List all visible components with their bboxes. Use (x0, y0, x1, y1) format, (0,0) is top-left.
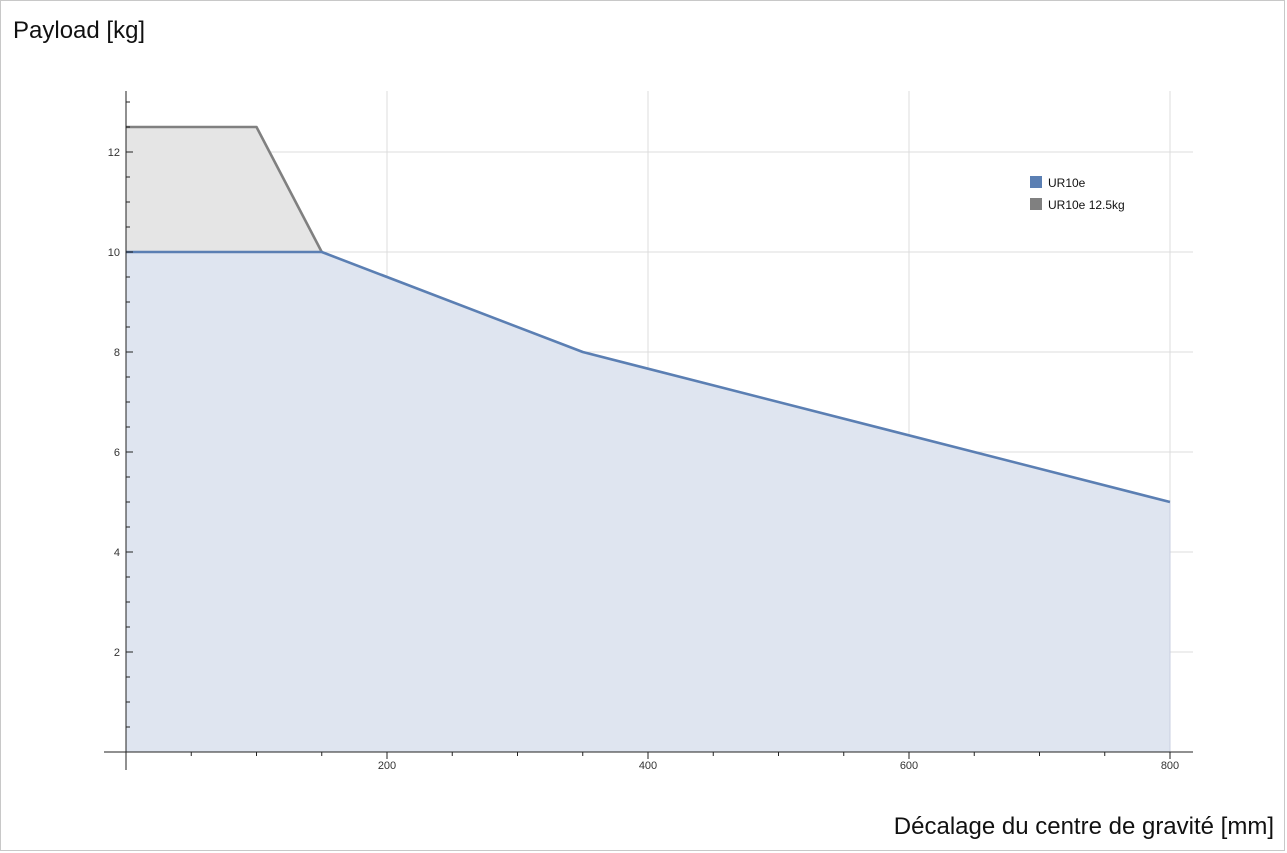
x-axis-label: Décalage du centre de gravité [mm] (893, 813, 1274, 840)
x-tick-label: 800 (1161, 760, 1179, 772)
legend-label: UR10e (1048, 176, 1086, 190)
x-tick-label: 200 (378, 760, 396, 772)
legend-swatch (1030, 198, 1042, 210)
series-line-ur10e (126, 250, 1171, 504)
series-line-ur10e-12-5kg (126, 125, 323, 253)
x-tick-label: 600 (900, 760, 918, 772)
y-tick-label: 12 (108, 147, 120, 159)
legend-swatch (1030, 176, 1042, 188)
y-tick-label: 6 (114, 447, 120, 459)
y-axis-label: Payload [kg] (13, 17, 146, 44)
y-tick-label: 8 (114, 347, 120, 359)
y-tick-label: 4 (114, 547, 120, 559)
x-tick-label: 400 (639, 760, 657, 772)
legend-label: UR10e 12.5kg (1048, 198, 1125, 212)
y-tick-label: 10 (108, 247, 120, 259)
series-area-ur10e (126, 252, 1170, 752)
y-tick-label: 2 (114, 647, 120, 659)
